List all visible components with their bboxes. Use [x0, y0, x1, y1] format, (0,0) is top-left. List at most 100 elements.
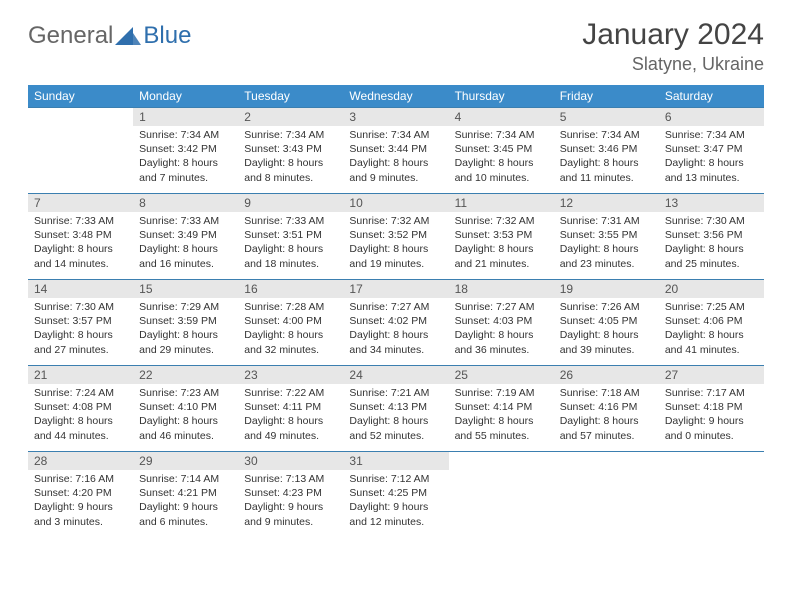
daylight-line-2: and 19 minutes. — [349, 257, 442, 271]
sunrise-line: Sunrise: 7:30 AM — [665, 214, 758, 228]
sunset-line: Sunset: 4:21 PM — [139, 486, 232, 500]
weekday-header: Tuesday — [238, 85, 343, 108]
calendar-day-cell: 13Sunrise: 7:30 AMSunset: 3:56 PMDayligh… — [659, 194, 764, 280]
day-number: 27 — [659, 366, 764, 384]
calendar-day-cell: 4Sunrise: 7:34 AMSunset: 3:45 PMDaylight… — [449, 108, 554, 194]
sunset-line: Sunset: 4:16 PM — [560, 400, 653, 414]
sunset-line: Sunset: 4:05 PM — [560, 314, 653, 328]
sunrise-line: Sunrise: 7:34 AM — [349, 128, 442, 142]
daylight-line-2: and 7 minutes. — [139, 171, 232, 185]
day-number: 14 — [28, 280, 133, 298]
sunrise-line: Sunrise: 7:19 AM — [455, 386, 548, 400]
calendar-day-cell: 25Sunrise: 7:19 AMSunset: 4:14 PMDayligh… — [449, 366, 554, 452]
day-number: 9 — [238, 194, 343, 212]
daylight-line-1: Daylight: 8 hours — [560, 328, 653, 342]
sunset-line: Sunset: 4:02 PM — [349, 314, 442, 328]
sunrise-line: Sunrise: 7:18 AM — [560, 386, 653, 400]
calendar-day-cell: 23Sunrise: 7:22 AMSunset: 4:11 PMDayligh… — [238, 366, 343, 452]
page-title: January 2024 — [582, 18, 764, 52]
day-details: Sunrise: 7:34 AMSunset: 3:46 PMDaylight:… — [554, 126, 659, 187]
logo-word-general: General — [28, 22, 113, 50]
calendar-day-cell: 20Sunrise: 7:25 AMSunset: 4:06 PMDayligh… — [659, 280, 764, 366]
day-number: 24 — [343, 366, 448, 384]
day-number: 22 — [133, 366, 238, 384]
sunset-line: Sunset: 4:08 PM — [34, 400, 127, 414]
sunset-line: Sunset: 3:49 PM — [139, 228, 232, 242]
day-number: 3 — [343, 108, 448, 126]
weekday-header: Thursday — [449, 85, 554, 108]
sunset-line: Sunset: 3:56 PM — [665, 228, 758, 242]
sunrise-line: Sunrise: 7:23 AM — [139, 386, 232, 400]
daylight-line-2: and 52 minutes. — [349, 429, 442, 443]
sunrise-line: Sunrise: 7:27 AM — [349, 300, 442, 314]
calendar-day-cell: 18Sunrise: 7:27 AMSunset: 4:03 PMDayligh… — [449, 280, 554, 366]
sunrise-line: Sunrise: 7:16 AM — [34, 472, 127, 486]
daylight-line-1: Daylight: 8 hours — [349, 242, 442, 256]
daylight-line-2: and 27 minutes. — [34, 343, 127, 357]
calendar-day-cell: 19Sunrise: 7:26 AMSunset: 4:05 PMDayligh… — [554, 280, 659, 366]
daylight-line-1: Daylight: 8 hours — [455, 242, 548, 256]
daylight-line-1: Daylight: 8 hours — [665, 156, 758, 170]
day-details: Sunrise: 7:33 AMSunset: 3:49 PMDaylight:… — [133, 212, 238, 273]
day-details: Sunrise: 7:22 AMSunset: 4:11 PMDaylight:… — [238, 384, 343, 445]
day-number: 19 — [554, 280, 659, 298]
sunrise-line: Sunrise: 7:33 AM — [34, 214, 127, 228]
day-details: Sunrise: 7:29 AMSunset: 3:59 PMDaylight:… — [133, 298, 238, 359]
calendar-day-cell: 27Sunrise: 7:17 AMSunset: 4:18 PMDayligh… — [659, 366, 764, 452]
calendar-day-cell: 28Sunrise: 7:16 AMSunset: 4:20 PMDayligh… — [28, 452, 133, 538]
day-number: 6 — [659, 108, 764, 126]
day-number: 5 — [554, 108, 659, 126]
sunrise-line: Sunrise: 7:24 AM — [34, 386, 127, 400]
day-details: Sunrise: 7:34 AMSunset: 3:44 PMDaylight:… — [343, 126, 448, 187]
sunrise-line: Sunrise: 7:26 AM — [560, 300, 653, 314]
daylight-line-2: and 10 minutes. — [455, 171, 548, 185]
calendar-day-cell: 24Sunrise: 7:21 AMSunset: 4:13 PMDayligh… — [343, 366, 448, 452]
sunrise-line: Sunrise: 7:13 AM — [244, 472, 337, 486]
sunset-line: Sunset: 4:06 PM — [665, 314, 758, 328]
sunset-line: Sunset: 3:48 PM — [34, 228, 127, 242]
day-details: Sunrise: 7:31 AMSunset: 3:55 PMDaylight:… — [554, 212, 659, 273]
daylight-line-2: and 18 minutes. — [244, 257, 337, 271]
sunset-line: Sunset: 3:44 PM — [349, 142, 442, 156]
daylight-line-2: and 0 minutes. — [665, 429, 758, 443]
brand-logo: General Blue — [28, 22, 191, 50]
calendar-day-cell: 10Sunrise: 7:32 AMSunset: 3:52 PMDayligh… — [343, 194, 448, 280]
daylight-line-2: and 16 minutes. — [139, 257, 232, 271]
sunset-line: Sunset: 3:51 PM — [244, 228, 337, 242]
daylight-line-1: Daylight: 8 hours — [139, 414, 232, 428]
sunset-line: Sunset: 3:53 PM — [455, 228, 548, 242]
calendar-day-cell: 14Sunrise: 7:30 AMSunset: 3:57 PMDayligh… — [28, 280, 133, 366]
calendar-table: Sunday Monday Tuesday Wednesday Thursday… — [28, 85, 764, 538]
sunset-line: Sunset: 4:03 PM — [455, 314, 548, 328]
weekday-header: Saturday — [659, 85, 764, 108]
daylight-line-1: Daylight: 8 hours — [560, 242, 653, 256]
day-details: Sunrise: 7:34 AMSunset: 3:42 PMDaylight:… — [133, 126, 238, 187]
sunrise-line: Sunrise: 7:33 AM — [244, 214, 337, 228]
sunrise-line: Sunrise: 7:12 AM — [349, 472, 442, 486]
weekday-header: Monday — [133, 85, 238, 108]
sunrise-line: Sunrise: 7:32 AM — [455, 214, 548, 228]
day-number: 29 — [133, 452, 238, 470]
day-details: Sunrise: 7:14 AMSunset: 4:21 PMDaylight:… — [133, 470, 238, 531]
day-details: Sunrise: 7:16 AMSunset: 4:20 PMDaylight:… — [28, 470, 133, 531]
daylight-line-1: Daylight: 8 hours — [244, 328, 337, 342]
day-number: 15 — [133, 280, 238, 298]
daylight-line-2: and 12 minutes. — [349, 515, 442, 529]
daylight-line-2: and 41 minutes. — [665, 343, 758, 357]
day-details: Sunrise: 7:26 AMSunset: 4:05 PMDaylight:… — [554, 298, 659, 359]
calendar-day-cell: 5Sunrise: 7:34 AMSunset: 3:46 PMDaylight… — [554, 108, 659, 194]
day-details: Sunrise: 7:21 AMSunset: 4:13 PMDaylight:… — [343, 384, 448, 445]
daylight-line-1: Daylight: 8 hours — [665, 242, 758, 256]
logo-triangle-icon — [115, 27, 141, 45]
day-details: Sunrise: 7:23 AMSunset: 4:10 PMDaylight:… — [133, 384, 238, 445]
calendar-day-cell: 1Sunrise: 7:34 AMSunset: 3:42 PMDaylight… — [133, 108, 238, 194]
sunset-line: Sunset: 4:23 PM — [244, 486, 337, 500]
calendar-day-cell: 31Sunrise: 7:12 AMSunset: 4:25 PMDayligh… — [343, 452, 448, 538]
day-details: Sunrise: 7:13 AMSunset: 4:23 PMDaylight:… — [238, 470, 343, 531]
day-number: 20 — [659, 280, 764, 298]
day-number: 1 — [133, 108, 238, 126]
location-label: Slatyne, Ukraine — [582, 54, 764, 75]
day-number: 23 — [238, 366, 343, 384]
day-details: Sunrise: 7:25 AMSunset: 4:06 PMDaylight:… — [659, 298, 764, 359]
daylight-line-2: and 55 minutes. — [455, 429, 548, 443]
